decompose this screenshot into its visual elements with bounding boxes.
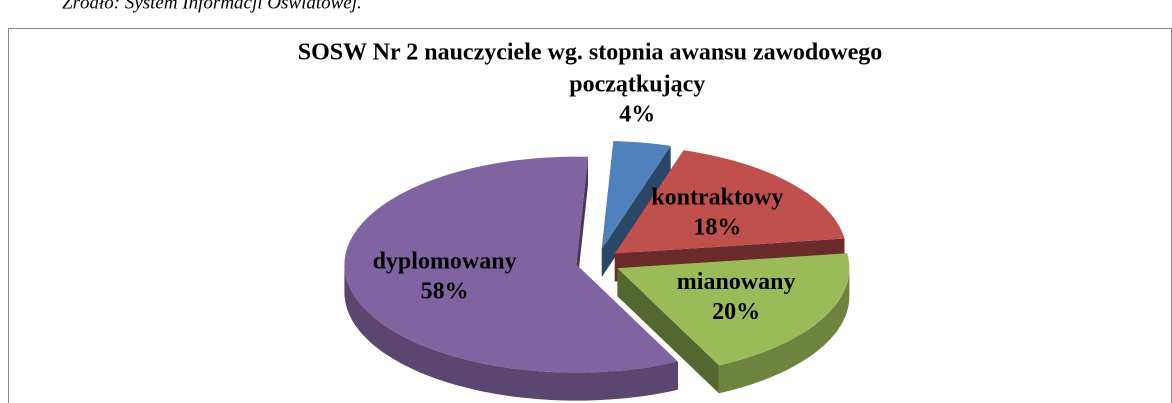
slice-outer-wall — [718, 268, 850, 394]
data-label-value: 58% — [421, 279, 469, 305]
slice — [614, 150, 845, 254]
data-label-value: 20% — [712, 299, 760, 325]
slice — [344, 156, 678, 373]
data-label-category: dyplomowany — [373, 249, 517, 275]
source-note: Źródło: System Informacji Oświatowej. — [62, 0, 362, 13]
slice-radial-face — [576, 156, 588, 293]
chart-title: SOSW Nr 2 nauczyciele wg. stopnia awansu… — [298, 40, 882, 66]
slice-outer-wall — [344, 264, 678, 401]
data-label-value: 4% — [619, 101, 655, 127]
slice-radial-face — [601, 145, 671, 277]
slice — [601, 141, 671, 249]
slice — [617, 253, 850, 366]
data-label-category: kontraktowy — [651, 184, 783, 210]
slice-tops — [344, 141, 850, 373]
data-label-value: 18% — [693, 214, 741, 240]
data-label-category: początkujący — [569, 71, 705, 97]
data-label-category: mianowany — [677, 269, 796, 295]
slice-radial-face — [617, 268, 719, 394]
